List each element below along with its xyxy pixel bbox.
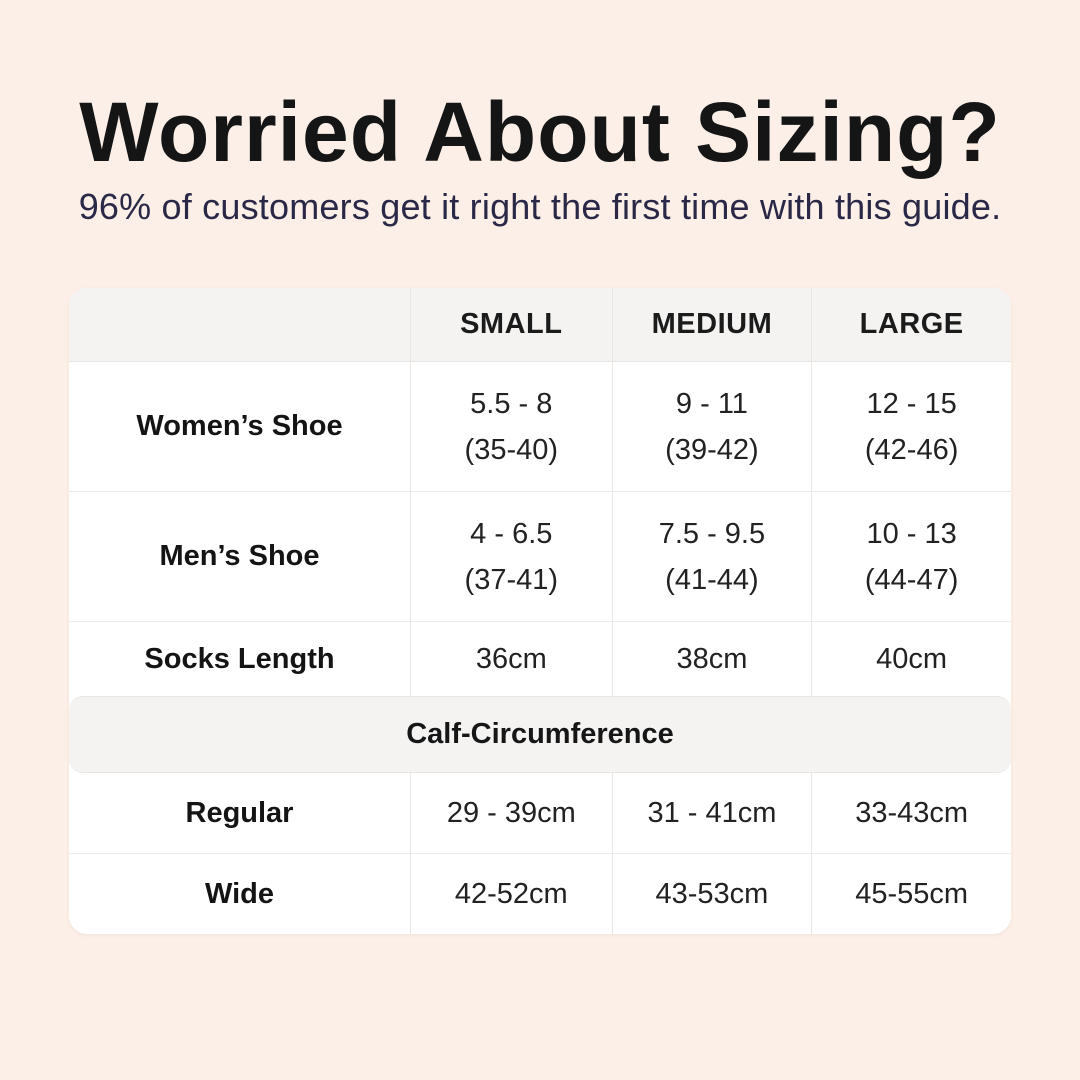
cell-value: 9 - 11 <box>675 387 748 420</box>
mens-shoe-row: Men’s Shoe 4 - 6.5 (37-41) 7.5 - 9.5 (41… <box>69 491 1011 622</box>
mens-shoe-medium-cell: 7.5 - 9.5 (41-44) <box>611 492 812 622</box>
mens-shoe-small-cell: 4 - 6.5 (37-41) <box>410 492 612 622</box>
cell-value: 5.5 - 8 <box>470 387 553 420</box>
cell-value-secondary: (42-46) <box>864 433 959 466</box>
calf-wide-row: Wide 42-52cm 43-53cm 45-55cm <box>69 853 1011 935</box>
row-label-mens-shoe: Men’s Shoe <box>159 540 320 573</box>
size-chart-card: SMALL MEDIUM LARGE Women’s Shoe 5.5 - 8 … <box>69 288 1011 935</box>
row-label-regular: Regular <box>185 796 294 829</box>
cell-value: 42-52cm <box>454 878 568 911</box>
cell-value: 38cm <box>676 643 748 676</box>
column-header-large: LARGE <box>811 288 1011 362</box>
page-subtitle: 96% of customers get it right the first … <box>78 186 1002 228</box>
column-header-medium: MEDIUM <box>611 288 812 362</box>
row-label-womens-shoe: Women’s Shoe <box>136 410 343 443</box>
wide-medium-cell: 43-53cm <box>611 854 812 935</box>
wide-small-cell: 42-52cm <box>410 854 612 935</box>
cell-value: 4 - 6.5 <box>470 517 553 550</box>
cell-value-secondary: (41-44) <box>665 563 759 596</box>
cell-value: 31 - 41cm <box>647 797 777 830</box>
row-label-wide: Wide <box>204 877 275 910</box>
section-header-label: Calf-Circumference <box>406 718 674 751</box>
cell-value: 40cm <box>876 643 948 676</box>
page-title: Worried About Sizing? <box>79 85 1001 179</box>
size-header-row: SMALL MEDIUM LARGE <box>69 288 1011 363</box>
regular-large-cell: 33-43cm <box>811 773 1011 854</box>
regular-small-cell: 29 - 39cm <box>410 773 612 854</box>
corner-cell <box>69 288 410 361</box>
calf-circumference-section-header: Calf-Circumference <box>69 696 1011 774</box>
cell-value-secondary: (37-41) <box>464 563 559 596</box>
womens-shoe-medium-cell: 9 - 11 (39-42) <box>611 362 812 492</box>
cell-value: 45-55cm <box>855 878 969 911</box>
socks-length-large-cell: 40cm <box>811 622 1011 697</box>
regular-medium-cell: 31 - 41cm <box>611 773 812 854</box>
row-label-socks-length: Socks Length <box>144 642 335 675</box>
cell-value: 33-43cm <box>855 797 969 830</box>
calf-regular-row: Regular 29 - 39cm 31 - 41cm 33-43cm <box>69 773 1011 854</box>
column-header-small: SMALL <box>410 288 612 362</box>
cell-value: 29 - 39cm <box>446 797 576 830</box>
cell-value-secondary: (39-42) <box>665 433 759 466</box>
socks-length-row: Socks Length 36cm 38cm 40cm <box>69 621 1011 697</box>
cell-value: 36cm <box>475 643 547 676</box>
cell-value-secondary: (35-40) <box>464 433 559 466</box>
cell-value: 7.5 - 9.5 <box>658 517 766 550</box>
cell-value: 43-53cm <box>655 878 769 911</box>
mens-shoe-large-cell: 10 - 13 (44-47) <box>811 492 1011 622</box>
wide-large-cell: 45-55cm <box>811 854 1011 935</box>
womens-shoe-small-cell: 5.5 - 8 (35-40) <box>410 362 612 492</box>
cell-value: 12 - 15 <box>866 387 957 420</box>
socks-length-small-cell: 36cm <box>410 622 612 697</box>
cell-value-secondary: (44-47) <box>864 563 959 596</box>
socks-length-medium-cell: 38cm <box>611 622 812 697</box>
cell-value: 10 - 13 <box>866 517 957 550</box>
womens-shoe-row: Women’s Shoe 5.5 - 8 (35-40) 9 - 11 (39-… <box>69 362 1011 492</box>
womens-shoe-large-cell: 12 - 15 (42-46) <box>811 362 1011 492</box>
